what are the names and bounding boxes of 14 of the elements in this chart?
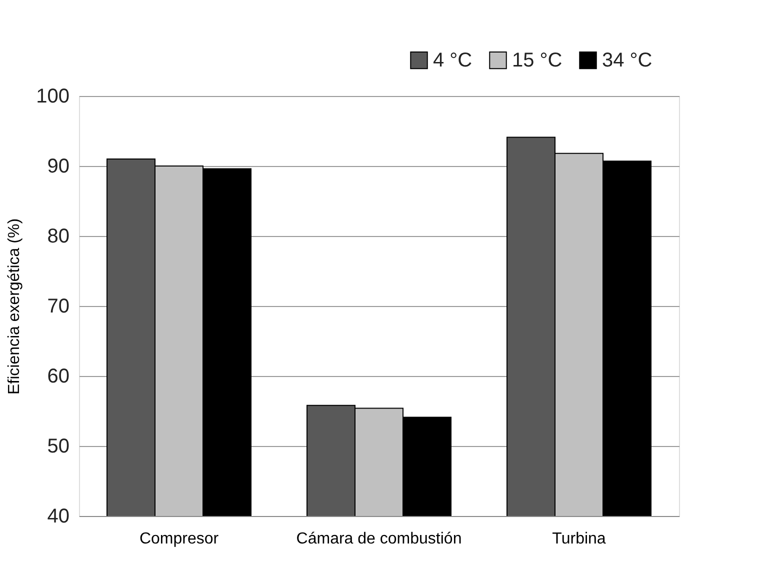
y-axis-title: Eficiencia exergética (%) (6, 218, 24, 395)
legend-label: 34 °C (602, 49, 652, 72)
y-tick-label: 40 (47, 506, 70, 528)
y-tick-label: 60 (47, 366, 70, 388)
x-tick-label: Cámara de combustión (296, 530, 462, 548)
y-tick-label: 50 (47, 436, 70, 458)
y-tick-label: 90 (47, 156, 70, 178)
legend-label: 15 °C (512, 49, 562, 72)
legend-label: 4 °C (433, 49, 472, 72)
y-tick-label: 80 (47, 226, 70, 248)
y-tick-label: 100 (36, 86, 70, 108)
x-tick-label: Turbina (552, 530, 606, 548)
y-tick-label: 70 (47, 296, 70, 318)
x-tick-label: Compresor (139, 530, 220, 548)
